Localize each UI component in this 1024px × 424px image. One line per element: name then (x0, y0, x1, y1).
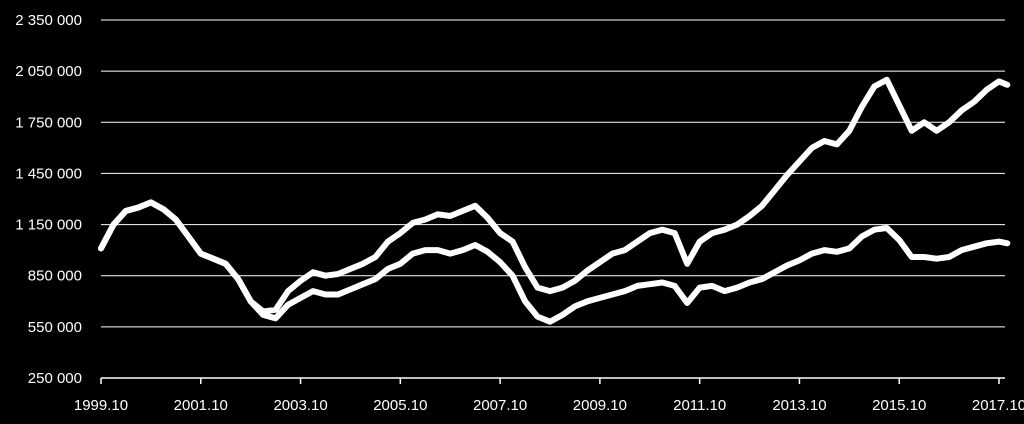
x-tick-label: 2007.10 (473, 397, 527, 414)
y-tick-label: 1 750 000 (15, 114, 82, 131)
gridlines (101, 19, 1005, 328)
x-tick-label: 2001.10 (174, 397, 228, 414)
y-tick-label: 1 450 000 (15, 165, 82, 182)
x-axis-tick-labels: 1999.10 2001.10 2003.10 2005.10 2007.10 2009.… (74, 397, 1024, 414)
y-tick-label: 550 000 (28, 319, 82, 336)
x-tick-label: 2017.10 (972, 397, 1024, 414)
x-tick-label: 1999.10 (74, 397, 128, 414)
y-tick-label: 850 000 (28, 268, 82, 285)
y-tick-label: 2 050 000 (15, 63, 82, 80)
x-tick-label: 2005.10 (373, 397, 427, 414)
x-tick-label: 2009.10 (573, 397, 627, 414)
x-tick-label: 2015.10 (872, 397, 926, 414)
y-tick-label: 250 000 (28, 370, 82, 387)
y-tick-label: 2 350 000 (15, 12, 82, 29)
x-tick-label: 2013.10 (772, 397, 826, 414)
x-axis (100, 377, 1005, 384)
x-tick-label: 2011.10 (673, 397, 726, 414)
x-tick-label: 2003.10 (273, 397, 327, 414)
y-tick-label: 1 150 000 (15, 217, 82, 234)
series-group (98, 76, 1011, 325)
y-axis-tick-labels: 250 000 550 000 850 000 1 150 000 1 450 000 1… (15, 12, 82, 387)
series-line-2 (98, 199, 1011, 325)
